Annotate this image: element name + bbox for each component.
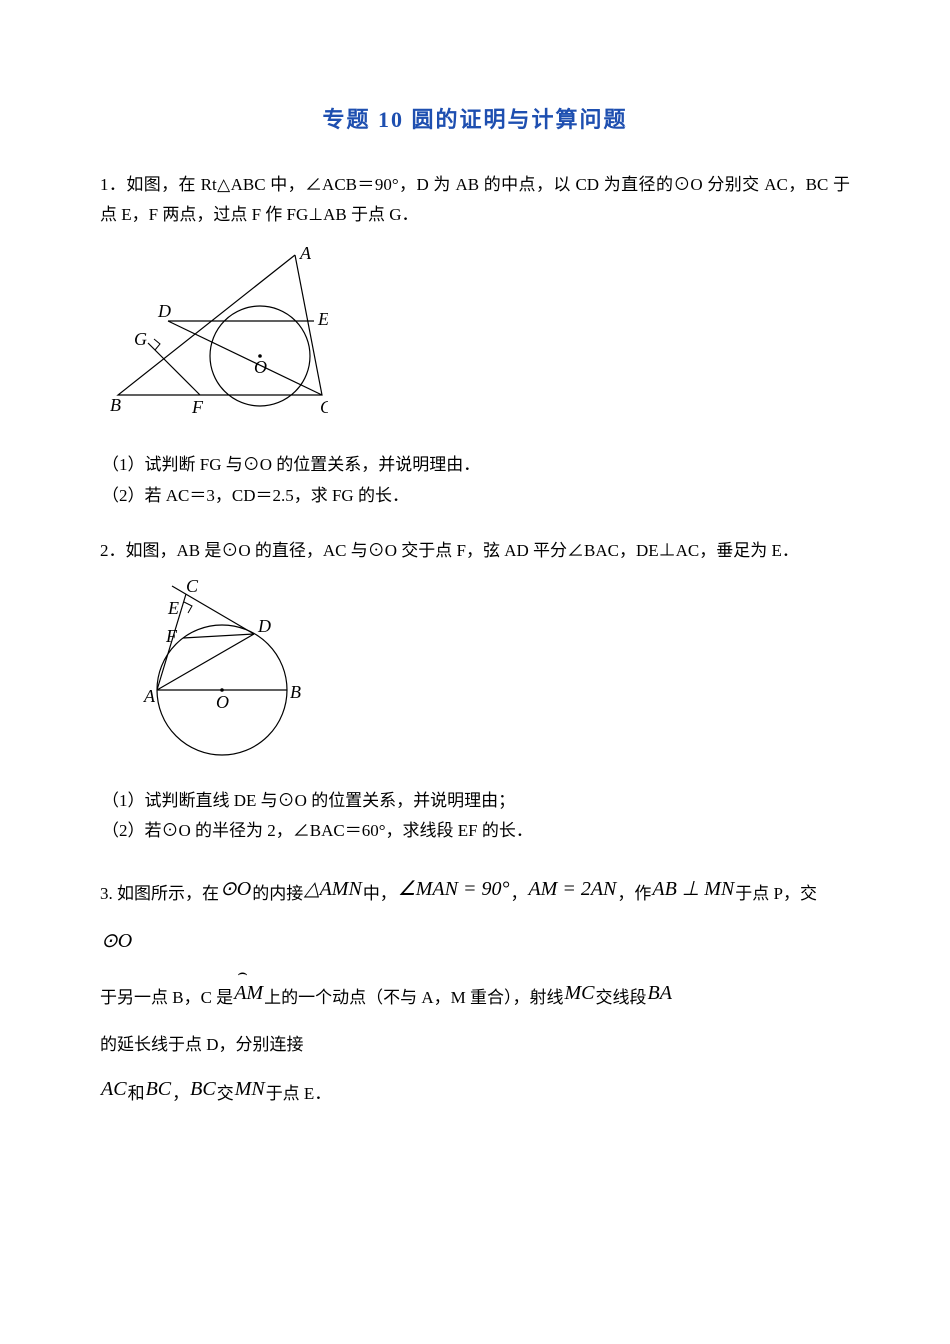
document-page: 专题 10 圆的证明与计算问题 1．如图，在 Rt△ABC 中，∠ACB＝90°… — [0, 0, 950, 1344]
q3-m12: BC — [189, 1063, 217, 1115]
q3-t12: ， — [172, 1072, 189, 1116]
q3-m3: ∠MAN = 90° — [397, 863, 511, 915]
q3-m7: AM — [233, 982, 264, 1004]
svg-text:G: G — [134, 329, 147, 349]
q3-m4: AM = 2AN — [527, 863, 617, 915]
q3-t9: 交线段 — [595, 976, 646, 1020]
q3-t6: 于点 P，交 — [735, 872, 817, 916]
q3-line1: 3. 如图所示，在 ⊙O 的内接 △AMN 中， ∠MAN = 90° ， AM… — [100, 867, 850, 971]
svg-text:C: C — [320, 397, 328, 417]
q3-t14: 于点 E． — [266, 1072, 332, 1116]
q2-stem: 2．如图，AB 是⊙O 的直径，AC 与⊙O 交于点 F，弦 AD 平分∠BAC… — [100, 536, 850, 567]
svg-text:C: C — [186, 578, 199, 596]
q3-m11: BC — [145, 1063, 173, 1115]
q3-line3: AC 和 BC ， BC 交 MN 于点 E． — [100, 1067, 850, 1119]
svg-text:A: A — [299, 243, 312, 263]
q3-t4: ， — [510, 872, 527, 916]
svg-text:F: F — [191, 397, 204, 417]
q3-t3: 中， — [363, 872, 397, 916]
q3-t1: 3. 如图所示，在 — [100, 872, 219, 916]
q3-t2: 的内接 — [252, 872, 303, 916]
q3-m5: AB ⊥ MN — [651, 863, 735, 915]
svg-text:D: D — [257, 616, 271, 636]
svg-text:B: B — [290, 682, 301, 702]
q2-part1: （1）试判断直线 DE 与⊙O 的位置关系，并说明理由； — [102, 786, 850, 817]
q3-m6: ⊙O — [100, 915, 133, 967]
svg-text:A: A — [143, 686, 156, 706]
page-title: 专题 10 圆的证明与计算问题 — [100, 100, 850, 140]
q1-part2: （2）若 AC＝3，CD＝2.5，求 FG 的长． — [102, 481, 850, 512]
q3-t10: 的延长线于点 D，分别连接 — [100, 1023, 304, 1067]
q1-stem: 1．如图，在 Rt△ABC 中，∠ACB＝90°，D 为 AB 的中点，以 CD… — [100, 170, 850, 231]
q3-line2: 于另一点 B，C 是 ⌢ AM 上的一个动点（不与 A，M 重合），射线 MC … — [100, 971, 850, 1067]
q3-m8: MC — [563, 967, 595, 1019]
q3-t7: 于另一点 B，C 是 — [100, 976, 233, 1020]
svg-text:F: F — [165, 626, 178, 646]
svg-text:E: E — [167, 598, 179, 618]
q3-t13: 交 — [217, 1072, 234, 1116]
svg-text:E: E — [317, 309, 328, 329]
q3-m9: BA — [646, 967, 672, 1019]
q2-part2: （2）若⊙O 的半径为 2，∠BAC＝60°，求线段 EF 的长． — [102, 816, 850, 847]
svg-text:D: D — [157, 301, 171, 321]
q3-m1: ⊙O — [219, 863, 252, 915]
svg-text:O: O — [254, 357, 267, 377]
q3-t8: 上的一个动点（不与 A，M 重合），射线 — [264, 976, 563, 1020]
q3-m13: MN — [234, 1063, 266, 1115]
svg-text:B: B — [110, 395, 121, 415]
q2-diagram: A B C E F D O — [110, 578, 850, 774]
q3-m2: △AMN — [303, 863, 363, 915]
q3-m10: AC — [100, 1063, 128, 1115]
svg-text:O: O — [216, 692, 229, 712]
q1-diagram: A B C D E F G O — [110, 243, 850, 439]
q1-part1: （1）试判断 FG 与⊙O 的位置关系，并说明理由． — [102, 450, 850, 481]
q3-t5: ，作 — [617, 872, 651, 916]
q3-t11: 和 — [128, 1072, 145, 1116]
